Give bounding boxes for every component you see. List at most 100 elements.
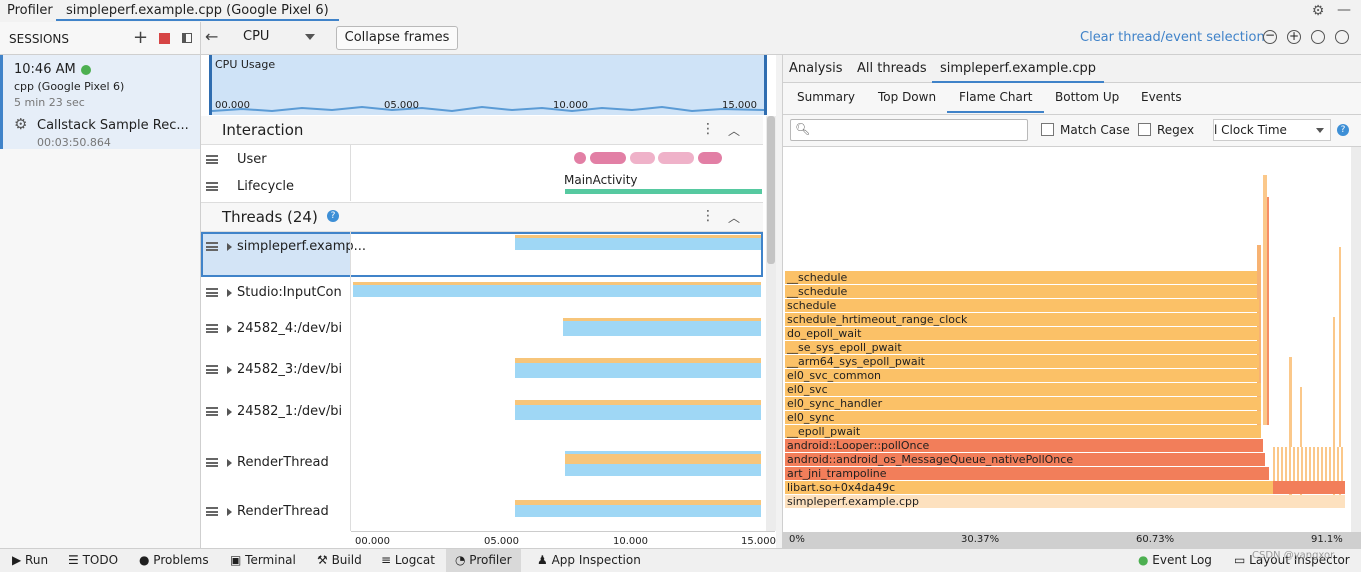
zoom-out-icon[interactable]: −: [1263, 28, 1277, 44]
gear-icon[interactable]: ⚙: [1311, 3, 1325, 19]
run-tool[interactable]: ▶ Run: [12, 553, 48, 567]
problems-tool[interactable]: ● Problems: [139, 553, 209, 567]
drag-handle-icon[interactable]: [206, 458, 218, 467]
chevron-down-icon: [1316, 128, 1324, 133]
threads-time-axis: 00.000 05.000 10.000 15.000: [351, 531, 776, 549]
layout-inspector-icon: ▭: [1234, 553, 1250, 567]
expand-triangle-icon[interactable]: [227, 508, 232, 516]
subtab-events[interactable]: Events: [1141, 90, 1182, 104]
user-event-dot[interactable]: [574, 152, 586, 164]
inspect-icon: ♟: [537, 553, 552, 567]
attach-icon[interactable]: [1335, 30, 1349, 44]
zoom-in-icon[interactable]: +: [1287, 29, 1301, 44]
build-tool[interactable]: ⚒ Build: [317, 553, 362, 567]
flame-frame[interactable]: __se_sys_epoll_pwait: [785, 341, 1259, 354]
minimize-icon[interactable]: —: [1337, 2, 1351, 18]
flame-scrollbar[interactable]: [1351, 147, 1361, 532]
flame-frame[interactable]: android::android_os_MessageQueue_nativeP…: [785, 453, 1265, 466]
collapse-chevron-icon[interactable]: ︿: [728, 124, 741, 138]
flame-spike: [1263, 175, 1267, 425]
flame-frame[interactable]: schedule_hrtimeout_range_clock: [785, 313, 1259, 326]
flame-frame[interactable]: el0_svc: [785, 383, 1261, 396]
drag-handle-icon[interactable]: [206, 155, 218, 164]
scrollbar-thumb[interactable]: [767, 116, 775, 264]
toggle-panel-icon[interactable]: [182, 33, 192, 43]
timeline-scrollbar[interactable]: [766, 116, 776, 531]
back-arrow-icon[interactable]: ←: [205, 27, 219, 46]
flame-spike: [1257, 245, 1261, 425]
activity-bar[interactable]: [565, 189, 762, 194]
drag-handle-icon[interactable]: [206, 324, 218, 333]
add-session-icon[interactable]: +: [133, 27, 149, 48]
flame-frame[interactable]: android::Looper::pollOnce: [785, 439, 1263, 452]
more-options-icon[interactable]: ⋮: [701, 121, 715, 137]
cpu-dropdown[interactable]: CPU: [231, 26, 321, 48]
flame-frame[interactable]: __schedule: [785, 271, 1257, 284]
flame-frame[interactable]: schedule: [785, 299, 1259, 312]
flame-axis: 0% 30.37% 60.73% 91.1%: [783, 532, 1361, 548]
search-input[interactable]: 🔍︎: [790, 119, 1028, 141]
user-event-dot[interactable]: [590, 152, 626, 164]
collapse-chevron-icon[interactable]: ︿: [728, 211, 741, 225]
subtab-bottom-up[interactable]: Bottom Up: [1055, 90, 1120, 104]
flame-frame[interactable]: el0_sync_handler: [785, 397, 1261, 410]
reset-zoom-icon[interactable]: [1311, 30, 1325, 44]
flame-frame[interactable]: do_epoll_wait: [785, 327, 1259, 340]
thread-label: simpleperf.examp...: [237, 239, 367, 254]
event-log-tool[interactable]: ● Event Log: [1138, 553, 1212, 567]
subtab-flame-chart[interactable]: Flame Chart: [947, 90, 1045, 113]
drag-handle-icon[interactable]: [206, 242, 218, 251]
thread-cpu-bar: [353, 285, 761, 297]
flame-frame[interactable]: __schedule: [785, 285, 1257, 298]
expand-triangle-icon[interactable]: [227, 366, 232, 374]
drag-handle-icon[interactable]: [206, 507, 218, 516]
expand-triangle-icon[interactable]: [227, 325, 232, 333]
flame-frame[interactable]: art_jni_trampoline: [785, 467, 1269, 480]
cpu-usage-chart[interactable]: CPU Usage 00.000 05.000 10.000 15.000: [209, 55, 767, 115]
profiler-tool[interactable]: ◔ Profiler: [446, 549, 521, 572]
flame-frame[interactable]: el0_svc_common: [785, 369, 1259, 382]
thread-tick-0: 00.000: [355, 536, 390, 547]
app-inspection-tool[interactable]: ♟ App Inspection: [537, 553, 641, 567]
drag-handle-icon[interactable]: [206, 365, 218, 374]
flame-frame[interactable]: __epoll_pwait: [785, 425, 1261, 438]
expand-triangle-icon[interactable]: [227, 289, 232, 297]
tab-thread[interactable]: simpleperf.example.cpp: [932, 61, 1105, 83]
flame-frame[interactable]: libart.so+0x4da49c: [785, 481, 1273, 494]
flame-frame[interactable]: simpleperf.example.cpp: [785, 495, 1345, 508]
user-event-dot[interactable]: [658, 152, 694, 164]
terminal-icon: ▣: [230, 553, 246, 567]
thread-state-bar: [515, 358, 761, 363]
regex-checkbox[interactable]: [1138, 123, 1151, 136]
flame-frame[interactable]: el0_sync: [785, 411, 1261, 424]
expand-triangle-icon[interactable]: [227, 459, 232, 467]
stop-session-icon[interactable]: [159, 33, 170, 44]
drag-handle-icon[interactable]: [206, 182, 218, 191]
terminal-tool[interactable]: ▣ Terminal: [230, 553, 296, 567]
flame-chart[interactable]: __schedule __schedule schedule schedule_…: [783, 147, 1351, 532]
drag-handle-icon[interactable]: [206, 407, 218, 416]
user-event-dot[interactable]: [698, 152, 722, 164]
tab-analysis[interactable]: Analysis: [789, 61, 843, 76]
clear-selection-link[interactable]: Clear thread/event selection: [1080, 30, 1265, 45]
help-icon[interactable]: ?: [1337, 124, 1349, 136]
logcat-tool[interactable]: ≡ Logcat: [381, 553, 435, 567]
expand-triangle-icon[interactable]: [227, 243, 232, 251]
thread-row-selected[interactable]: [201, 232, 763, 277]
more-options-icon[interactable]: ⋮: [701, 208, 715, 224]
flame-frame[interactable]: __arm64_sys_epoll_pwait: [785, 355, 1259, 368]
layout-inspector-tool[interactable]: ▭ Layout Inspector: [1234, 553, 1350, 567]
drag-handle-icon[interactable]: [206, 288, 218, 297]
help-icon[interactable]: ?: [327, 210, 339, 222]
collapse-frames-button[interactable]: Collapse frames: [336, 26, 458, 50]
todo-tool[interactable]: ☰ TODO: [68, 553, 118, 567]
session-item[interactable]: 10:46 AM cpp (Google Pixel 6) 5 min 23 s…: [0, 55, 200, 149]
user-event-dot[interactable]: [630, 152, 655, 164]
subtab-top-down[interactable]: Top Down: [878, 90, 937, 104]
profiler-session-tab[interactable]: simpleperf.example.cpp (Google Pixel 6): [56, 0, 339, 21]
expand-triangle-icon[interactable]: [227, 408, 232, 416]
subtab-summary[interactable]: Summary: [797, 90, 855, 104]
match-case-checkbox[interactable]: [1041, 123, 1054, 136]
clock-type-dropdown[interactable]: l Clock Time: [1213, 119, 1331, 141]
tab-all-threads[interactable]: All threads: [857, 61, 927, 76]
